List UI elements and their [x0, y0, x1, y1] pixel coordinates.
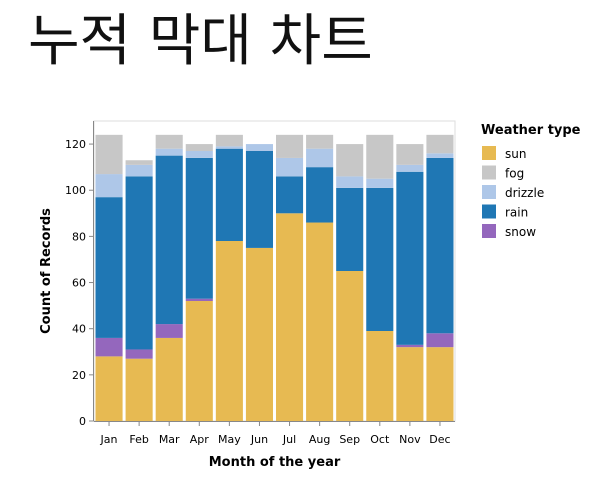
legend: Weather type sun fog drizzle rain snow	[481, 123, 581, 239]
x-tick-label: Apr	[190, 433, 210, 446]
bar-rain-aug	[306, 167, 334, 223]
bar-fog-mar	[155, 134, 183, 149]
bar-rain-jun	[245, 151, 273, 248]
bar-fog-dec	[426, 134, 454, 154]
y-axis: 0 20 40 60 80 100 120	[65, 121, 94, 428]
bar-fog-aug	[306, 134, 334, 149]
legend-label-drizzle: drizzle	[505, 186, 544, 200]
bar-sun-feb	[125, 358, 153, 421]
bar-rain-jul	[276, 176, 304, 214]
y-tick-label: 20	[72, 369, 86, 382]
y-tick-label: 60	[72, 277, 86, 290]
bar-snow-dec	[426, 333, 454, 348]
bar-snow-apr	[185, 298, 213, 301]
bar-sun-aug	[306, 222, 334, 421]
legend-label-fog: fog	[505, 167, 524, 181]
x-tick-label: Mar	[159, 433, 180, 446]
bar-drizzle-sep	[336, 176, 364, 188]
bar-rain-mar	[155, 155, 183, 325]
bar-sun-apr	[185, 301, 213, 421]
bar-rain-jan	[95, 197, 123, 338]
bar-sun-may	[215, 241, 243, 421]
legend-label-sun: sun	[505, 147, 526, 161]
bar-fog-sep	[336, 144, 364, 177]
x-tick-label: Dec	[429, 433, 450, 446]
bar-snow-feb	[125, 349, 153, 359]
bar-drizzle-jan	[95, 174, 123, 198]
bar-fog-nov	[396, 144, 424, 165]
plot-area	[93, 120, 456, 422]
x-axis: Jan Feb Mar Apr May Jun Jul Aug Sep Oct Nov Dec	[94, 421, 455, 446]
bar-fog-apr	[185, 144, 213, 151]
bar-drizzle-apr	[185, 151, 213, 158]
bar-sun-jul	[276, 213, 304, 421]
bar-sun-jan	[95, 356, 123, 421]
bar-rain-feb	[125, 176, 153, 350]
bar-fog-may	[215, 134, 243, 147]
bar-sun-dec	[426, 347, 454, 421]
legend-swatch-fog	[482, 165, 496, 180]
legend-swatch-sun	[482, 146, 496, 160]
bar-rain-nov	[396, 171, 424, 345]
bar-snow-nov	[396, 344, 424, 348]
bar-drizzle-may	[215, 146, 243, 149]
bar-sun-oct	[366, 331, 394, 421]
bar-drizzle-aug	[306, 148, 334, 168]
x-tick-label: Oct	[370, 433, 390, 446]
bar-sun-sep	[336, 271, 364, 421]
legend-swatch-rain	[482, 204, 496, 219]
bar-sun-jun	[245, 247, 273, 421]
y-tick-label: 0	[79, 415, 86, 428]
bar-snow-mar	[155, 324, 183, 338]
bar-drizzle-jul	[276, 157, 304, 177]
x-tick-label: Jun	[250, 433, 268, 446]
y-tick-label: 100	[65, 184, 86, 197]
bar-drizzle-nov	[396, 164, 424, 172]
bar-drizzle-dec	[426, 153, 454, 158]
bar-sun-nov	[396, 347, 424, 421]
bar-fog-feb	[125, 160, 153, 165]
legend-label-rain: rain	[505, 206, 528, 220]
bar-rain-sep	[336, 187, 364, 271]
bar-rain-dec	[426, 157, 454, 334]
y-tick-label: 40	[72, 323, 86, 336]
bar-rain-apr	[185, 157, 213, 299]
bar-fog-jul	[276, 134, 304, 158]
bar-rain-oct	[366, 187, 394, 331]
x-tick-label: Nov	[399, 433, 421, 446]
legend-swatch-drizzle	[482, 185, 496, 199]
bar-fog-jan	[95, 134, 123, 175]
x-tick-label: Aug	[309, 433, 330, 446]
x-tick-label: Jan	[100, 433, 118, 446]
page-title: 누적 막대 차트	[28, 9, 373, 74]
legend-title: Weather type	[481, 123, 581, 138]
bar-drizzle-oct	[366, 178, 394, 188]
bar-fog-oct	[366, 134, 394, 179]
bar-drizzle-jun	[245, 144, 273, 151]
x-tick-label: Jul	[282, 433, 296, 446]
bar-sun-mar	[155, 337, 183, 421]
y-tick-label: 80	[72, 230, 86, 243]
x-axis-title: Month of the year	[209, 455, 341, 470]
bar-drizzle-mar	[155, 148, 183, 156]
x-tick-label: Feb	[129, 433, 148, 446]
bar-rain-may	[215, 148, 243, 241]
y-axis-title: Count of Records	[39, 208, 54, 334]
x-tick-label: Sep	[339, 433, 360, 446]
bar-snow-jan	[95, 337, 123, 357]
bar-drizzle-feb	[125, 164, 153, 177]
legend-label-snow: snow	[505, 225, 536, 239]
x-tick-label: May	[218, 433, 241, 446]
legend-swatch-snow	[482, 224, 496, 238]
y-tick-label: 120	[65, 138, 86, 151]
